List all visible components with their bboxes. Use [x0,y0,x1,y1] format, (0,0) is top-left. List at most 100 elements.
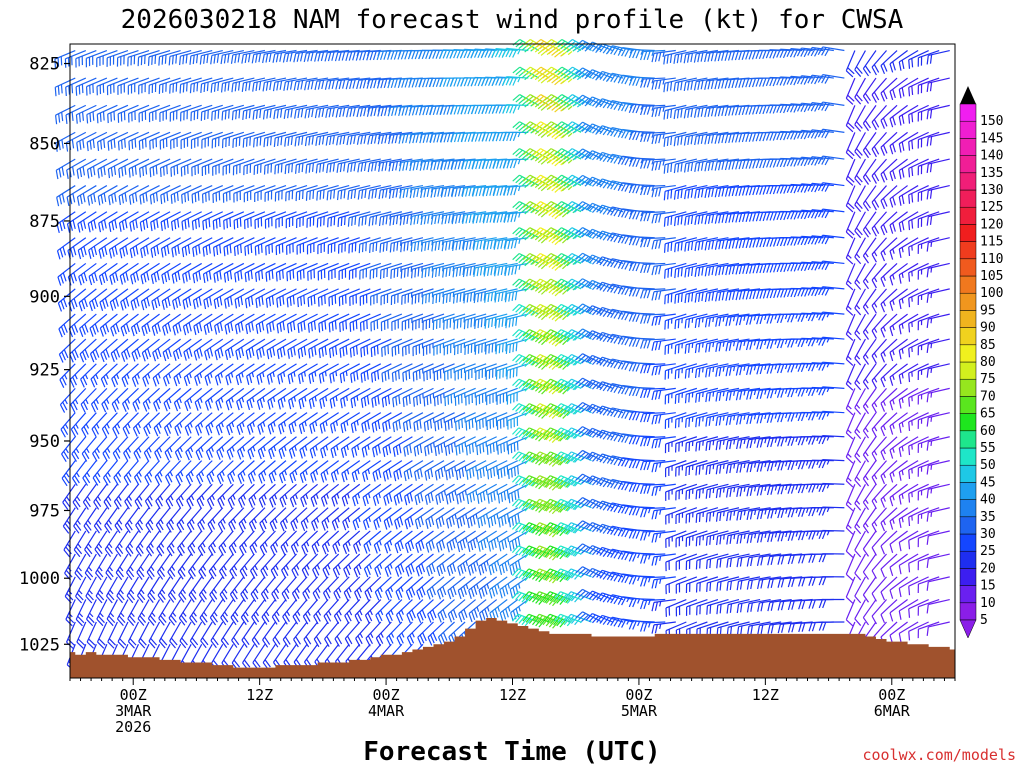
barb-half-flag [88,566,93,572]
wind-barb [113,460,129,486]
barb-half-flag [78,589,83,595]
barb-flag [256,137,259,147]
barb-flag [414,268,417,278]
barb-flag [194,193,197,203]
barb-flag [65,142,69,152]
wind-barb [116,576,129,604]
barb-flag [56,250,61,260]
barb-flag [143,299,148,309]
wind-barb [82,483,97,510]
barb-staff [65,77,87,88]
wind-barb [144,460,160,486]
barb-half-flag [77,566,82,572]
barb-flag [156,449,162,459]
barb-flag [94,348,100,358]
barb-flag [128,141,131,151]
barb-flag [295,164,297,174]
barb-staff [151,313,171,328]
barb-flag [57,85,60,95]
barb-flag [105,323,110,333]
wind-barb [119,262,139,285]
barb-flag [151,301,155,311]
barb-flag [57,276,62,286]
wind-barb [57,262,76,286]
barb-flag [84,498,91,508]
wind-barb [99,288,118,311]
wind-barb [122,387,139,413]
barb-flag [98,249,102,259]
barb-flag [97,615,105,624]
barb-flag [93,525,100,534]
barb-flag [111,194,114,204]
barb-flag [158,640,166,649]
barb-flag [324,294,326,304]
barb-flag [66,196,70,207]
barb-staff [109,237,129,251]
barb-flag [84,474,91,484]
barb-flag [459,318,462,328]
barb-flag [257,245,260,255]
barb-flag [59,222,63,232]
wind-barb [143,412,160,437]
barb-staff [71,436,87,455]
barb-staff [158,599,171,619]
barb-flag [150,274,154,285]
barb-staff [118,158,139,170]
barb-flag [110,112,112,122]
barb-flag [132,403,137,412]
barb-flag [97,592,105,601]
barb-half-flag [137,423,141,429]
barb-flag [134,500,141,510]
barb-half-flag [86,472,91,478]
barb-flag [452,294,455,304]
barb-half-flag [107,472,111,477]
barb-flag [118,195,122,205]
barb-flag [73,298,78,308]
barb-flag [89,328,94,337]
barb-flag [143,452,149,461]
barb-half-flag [150,589,155,595]
wind-barb [81,412,97,438]
wind-barb [132,387,150,412]
wind-barb [130,262,150,285]
barb-flag [92,111,95,121]
barb-flag [160,615,167,623]
wind-barb [98,262,118,286]
barb-flag [440,394,442,404]
barb-flag [73,549,81,558]
barb-flag [381,373,384,383]
barb-flag [131,352,136,362]
wind-barb [85,49,108,68]
barb-flag [133,452,139,462]
barb-flag [130,275,134,285]
barb-flag [107,569,114,578]
barb-flag [142,247,146,257]
barb-flag [73,426,79,435]
barb-flag [173,193,176,203]
barb-flag [112,299,117,309]
barb-flag [196,82,199,92]
barb-flag [142,220,146,230]
barb-flag [154,452,160,461]
barb-half-flag [345,395,348,401]
barb-staff [145,507,161,526]
barb-flag [125,245,129,255]
wind-barb [121,363,139,388]
wind-barb [144,483,161,510]
barb-flag [146,271,150,281]
barb-flag [147,618,155,626]
barb-half-flag [158,447,163,453]
wind-barb [147,599,161,626]
wind-barb [123,436,139,462]
barb-half-flag [126,398,131,404]
barb-staff [86,621,97,643]
barb-flag [189,84,192,94]
wind-barb [91,412,108,438]
barb-staff [92,460,108,479]
barb-half-flag [335,371,338,377]
wind-barb [128,104,150,123]
barb-flag [81,300,86,310]
barb-staff [138,77,160,86]
barb-flag [113,501,120,510]
wind-barb [95,553,108,581]
